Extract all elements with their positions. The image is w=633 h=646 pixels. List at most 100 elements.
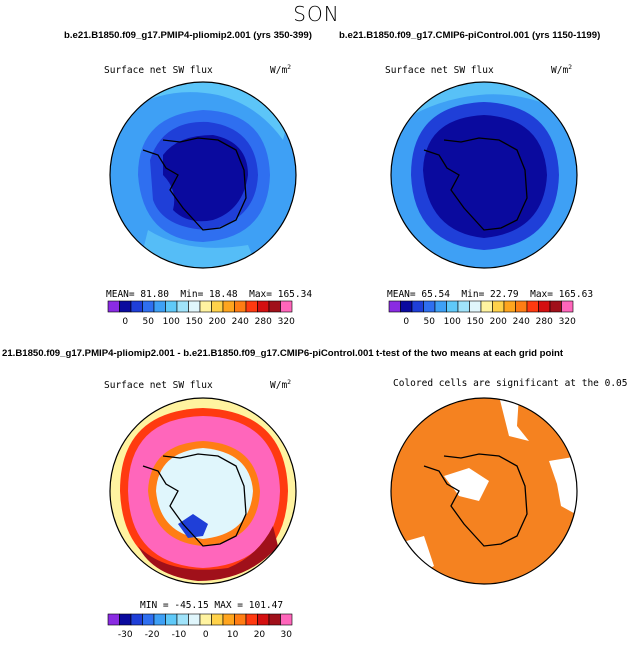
colorbar-swatch	[153, 300, 166, 313]
colorbar-swatch	[492, 300, 505, 313]
coastline	[142, 137, 247, 231]
colorbar-swatch	[176, 613, 189, 626]
colorbar-swatch	[199, 613, 212, 626]
colorbar-swatch	[268, 613, 281, 626]
map-panel-3	[109, 397, 297, 585]
colorbar-swatch	[538, 300, 551, 313]
colorbar-swatch	[457, 300, 470, 313]
colorbar-swatch	[234, 300, 247, 313]
negative-anomaly	[178, 514, 208, 538]
colorbar-swatch	[176, 300, 189, 313]
colorbar-swatch	[188, 613, 201, 626]
panel-2-variable: Surface net SW flux	[385, 65, 494, 76]
colorbar-swatch	[188, 300, 201, 313]
colorbar-swatch	[107, 613, 120, 626]
colorbar-swatch	[142, 613, 155, 626]
map-panel-1	[109, 81, 297, 269]
colorbar-panel-2: 0 50 100 150 200 240 280 320	[388, 300, 576, 327]
panel-4-title: t-test of the two means at each grid poi…	[376, 348, 564, 359]
map-border	[109, 81, 297, 269]
colorbar-tick-label: 240	[232, 317, 249, 327]
colorbar-swatch	[130, 613, 143, 626]
colorbar-swatch	[199, 300, 212, 313]
colorbar-tick-label: -20	[145, 630, 160, 640]
colorbar-tick-label: 280	[536, 317, 553, 327]
colorbar-swatch	[515, 300, 528, 313]
colorbar-swatch	[245, 613, 258, 626]
panel-1-stats: MEAN= 81.80 Min= 18.48 Max= 165.34	[106, 289, 313, 300]
coastline	[423, 137, 528, 231]
colorbar-tick-label: 100	[444, 317, 461, 327]
colorbar-swatch	[480, 300, 493, 313]
colorbar-swatch	[446, 300, 459, 313]
colorbar-swatch	[388, 300, 401, 313]
colorbar-swatch	[526, 300, 539, 313]
panel-3-stats: MIN = -45.15 MAX = 101.47	[140, 600, 284, 611]
colorbar-swatch	[434, 300, 447, 313]
panel-3-title: 21.B1850.f09_g17.PMIP4-pliomip2.001 - b.…	[2, 348, 374, 359]
continent-field	[163, 135, 248, 222]
panel-1-title: b.e21.B1850.f09_g17.PMIP4-pliomip2.001 (…	[64, 30, 312, 41]
colorbar-tick-label: 20	[254, 630, 266, 640]
colorbar-tick-label: 10	[227, 630, 239, 640]
coastline	[423, 453, 528, 547]
colorbar-tick-label: 150	[186, 317, 203, 327]
colorbar-tick-label: 200	[209, 317, 226, 327]
colorbar-tick-label: 50	[143, 317, 155, 327]
colorbar-swatch	[257, 300, 270, 313]
colorbar-swatch	[130, 300, 143, 313]
colorbar-tick-label: 0	[403, 317, 409, 327]
continent-field	[156, 448, 253, 539]
colorbar-tick-label: 0	[122, 317, 128, 327]
panel-3-units: W/m2	[270, 378, 292, 392]
nonsignificant-patch	[499, 398, 529, 441]
colorbar-tick-label: 320	[278, 317, 295, 327]
colorbar-swatch	[245, 300, 258, 313]
colorbar-swatch	[222, 613, 235, 626]
panel-3-variable: Surface net SW flux	[104, 380, 213, 391]
colorbar-swatch	[119, 613, 132, 626]
map-border	[109, 397, 297, 585]
colorbar-swatch	[561, 300, 574, 313]
colorbar-panel-1: 0 50 100 150 200 240 280 320	[107, 300, 295, 327]
colorbar-swatch	[107, 300, 120, 313]
nonsignificant-patch	[549, 456, 577, 516]
colorbar-swatch	[119, 300, 132, 313]
colorbar-swatch	[165, 300, 178, 313]
colorbar-swatch	[153, 613, 166, 626]
colorbar-tick-label: 0	[203, 630, 209, 640]
colorbar-swatch	[211, 300, 224, 313]
colorbar-swatch	[503, 300, 516, 313]
colorbar-swatch	[411, 300, 424, 313]
colorbar-swatch	[549, 300, 562, 313]
colorbar-swatch	[268, 300, 281, 313]
panel-2-units: W/m2	[551, 63, 573, 77]
colorbar-tick-label: 100	[163, 317, 180, 327]
panel-1-units: W/m2	[270, 63, 292, 77]
colorbar-swatch	[400, 300, 413, 313]
colorbar-swatch	[234, 613, 247, 626]
colorbar-tick-label: 30	[281, 630, 293, 640]
map-border	[390, 81, 578, 269]
panel-2-stats: MEAN= 65.54 Min= 22.79 Max= 165.63	[387, 289, 594, 300]
colorbar-tick-label: 150	[467, 317, 484, 327]
colorbar-swatch	[280, 613, 293, 626]
map-panel-4	[390, 397, 578, 585]
panel-2-title: b.e21.B1850.f09_g17.CMIP6-piControl.001 …	[339, 30, 601, 41]
colorbar-swatch	[142, 300, 155, 313]
outer-band-south	[138, 230, 258, 268]
colorbar-tick-label: 280	[255, 317, 272, 327]
colorbar-swatch	[280, 300, 293, 313]
colorbar-swatch	[257, 613, 270, 626]
panel-4-subtitle: Colored cells are significant at the 0.0…	[393, 378, 633, 389]
colorbar-swatch	[469, 300, 482, 313]
colorbar-panel-3: -30 -20 -10 0 10 20 30	[107, 613, 293, 640]
map-border	[390, 397, 578, 585]
nonsignificant-patch	[444, 468, 489, 501]
season-title: SON	[293, 2, 340, 26]
colorbar-tick-label: -30	[118, 630, 133, 640]
colorbar-swatch	[211, 613, 224, 626]
inner-band	[423, 115, 547, 238]
coastline	[142, 453, 247, 547]
colorbar-tick-label: 200	[490, 317, 507, 327]
